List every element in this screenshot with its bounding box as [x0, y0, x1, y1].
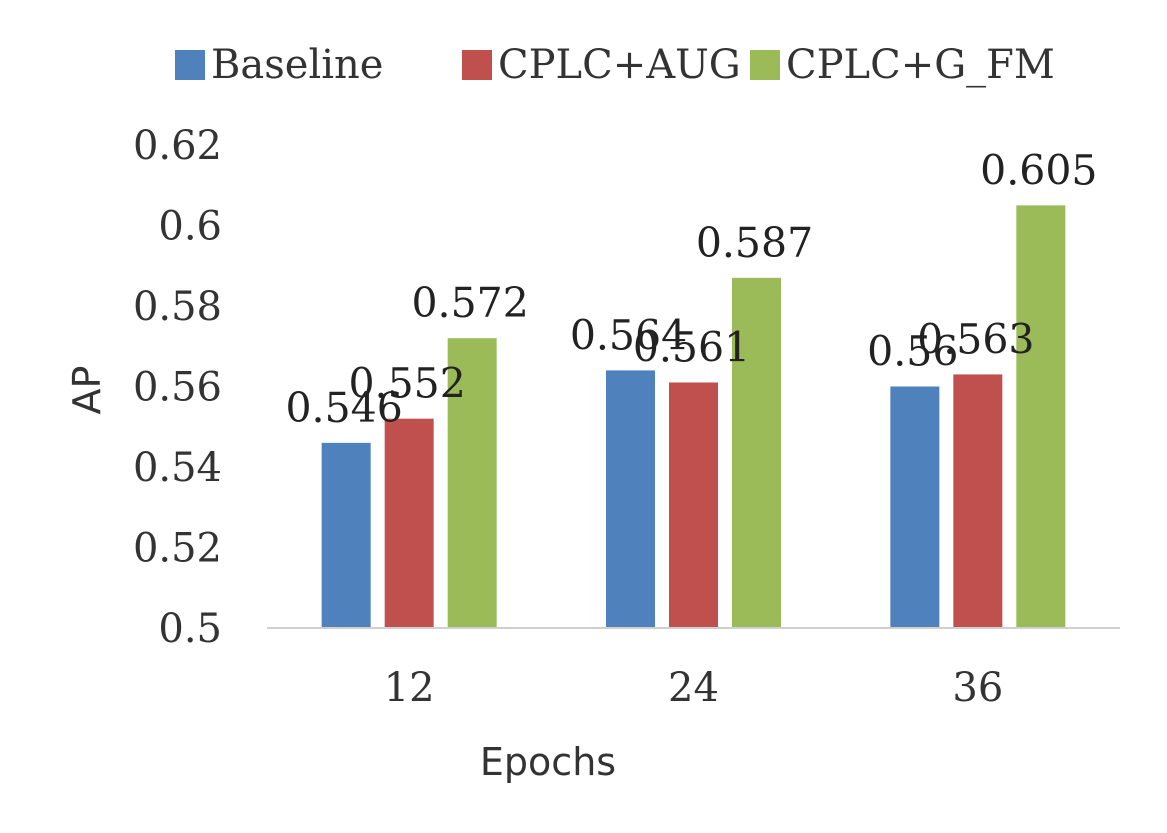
- data-label: 0.572: [411, 279, 528, 327]
- legend-label: CPLC+G_FM: [786, 42, 1055, 88]
- x-tick-label: 24: [668, 665, 719, 711]
- y-axis-title: AP: [65, 366, 109, 415]
- bar-baseline-12: [321, 442, 371, 628]
- y-tick-label: 0.54: [133, 445, 222, 491]
- bars: [321, 205, 1066, 628]
- data-label: 0.605: [980, 146, 1097, 194]
- data-label: 0.56: [867, 328, 958, 376]
- bar-cplc-g-fm-36: [1016, 205, 1066, 628]
- legend-label: Baseline: [211, 42, 383, 88]
- bar-baseline-36: [890, 386, 940, 628]
- bar-cplc-aug-24: [669, 382, 718, 628]
- y-tick-label: 0.62: [133, 123, 222, 169]
- y-tick-label: 0.52: [133, 526, 222, 572]
- legend-swatch: [462, 50, 492, 80]
- data-label: 0.587: [696, 219, 813, 267]
- y-tick-label: 0.5: [158, 606, 222, 652]
- x-tick-label: 36: [952, 665, 1003, 711]
- y-tick-label: 0.58: [133, 284, 222, 330]
- data-label: 0.546: [285, 384, 402, 432]
- x-axis-title: Epochs: [480, 740, 616, 784]
- bar-cplc-aug-36: [953, 374, 1003, 628]
- data-label: 0.564: [570, 311, 687, 359]
- data-label: 0.552: [348, 360, 465, 408]
- x-tick-label: 12: [384, 665, 435, 711]
- bar-cplc-g-fm-12: [447, 338, 497, 628]
- legend-swatch: [750, 50, 780, 80]
- bar-cplc-aug-12: [384, 418, 434, 628]
- data-label: 0.561: [633, 323, 750, 371]
- y-axis: 0.5 0.52 0.54 0.56 0.58 0.6 0.62: [133, 123, 222, 652]
- y-tick-label: 0.6: [158, 204, 222, 250]
- x-axis: 12 24 36: [384, 665, 1004, 711]
- legend: Baseline CPLC+AUG CPLC+G_FM: [175, 42, 1055, 88]
- legend-swatch: [175, 50, 205, 80]
- bar-cplc-g-fm-24: [732, 277, 781, 628]
- bar-baseline-24: [606, 370, 655, 628]
- legend-label: CPLC+AUG: [498, 42, 741, 88]
- data-label: 0.563: [917, 315, 1034, 363]
- y-tick-label: 0.56: [133, 365, 222, 411]
